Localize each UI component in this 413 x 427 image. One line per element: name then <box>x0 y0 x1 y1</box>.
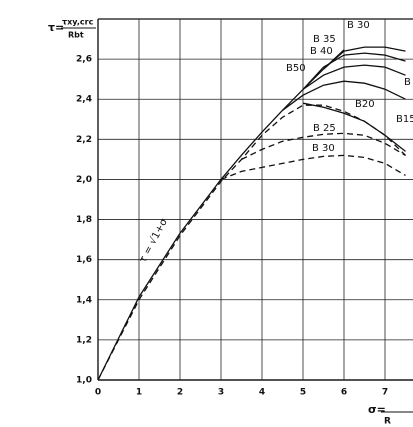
annotation: B 40 <box>310 46 333 57</box>
y-tick-label: 2,4 <box>76 95 92 105</box>
annotation: B <box>404 77 411 88</box>
x-tick-label: 0 <box>95 388 101 398</box>
x-tick-label: 5 <box>300 388 306 398</box>
annotation: B 30 <box>312 143 335 154</box>
annotation: B50 <box>286 63 306 74</box>
x-tick-label: 1 <box>136 388 142 398</box>
x-tick-label: 2 <box>177 388 183 398</box>
curve <box>97 49 345 381</box>
x-tick-label: 6 <box>341 388 347 398</box>
annotation: τ = √1+σ <box>138 217 171 265</box>
annotation: B15 <box>396 114 413 125</box>
curve <box>302 52 406 90</box>
y-tick-label: 2,6 <box>76 55 92 65</box>
y-tick-label: 1,8 <box>76 215 92 225</box>
annotation: B 25 <box>313 123 336 134</box>
x-label-den: R <box>384 417 391 427</box>
y-tick-label: 2,2 <box>76 135 92 145</box>
curve <box>241 132 406 160</box>
curve <box>302 64 406 90</box>
y-tick-label: 1,2 <box>76 335 92 345</box>
x-tick-label: 7 <box>382 388 388 398</box>
x-tick-label: 4 <box>259 388 265 398</box>
curve <box>97 104 406 381</box>
curve <box>323 46 406 70</box>
y-label-num: τxy,crc <box>62 18 94 27</box>
y-tick-label: 1,0 <box>76 376 92 386</box>
x-label-lhs: σ= <box>368 403 386 416</box>
curve <box>282 80 406 111</box>
annotation: B 35 <box>313 34 336 45</box>
y-tick-label: 1,6 <box>76 255 92 265</box>
y-tick-label: 2,0 <box>76 175 92 185</box>
y-label-lhs: τ= <box>48 21 64 34</box>
x-tick-label: 3 <box>218 388 224 398</box>
annotation: B 30 <box>347 20 370 31</box>
curve <box>220 154 406 181</box>
annotation: B20 <box>355 99 375 110</box>
y-label-den: Rbt <box>68 31 84 40</box>
y-tick-label: 1,4 <box>76 295 92 305</box>
